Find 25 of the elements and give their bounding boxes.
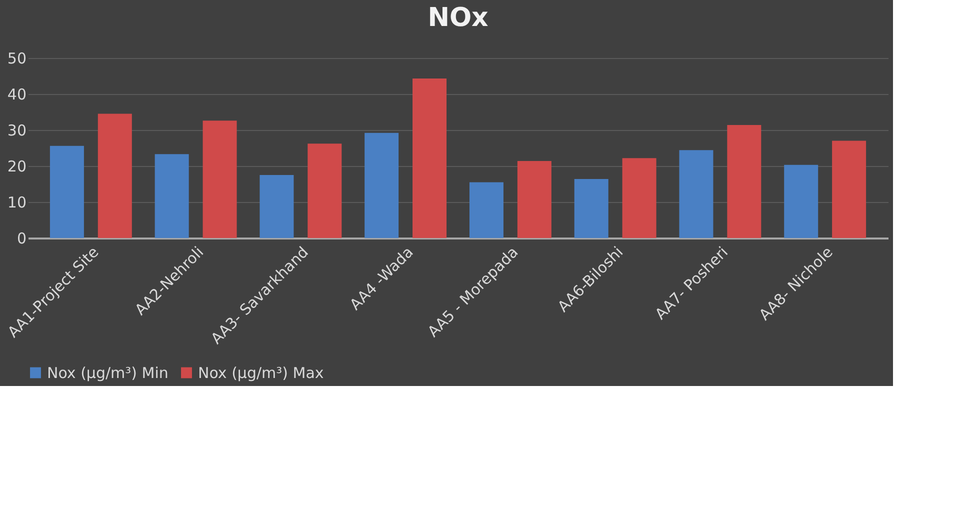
y-tick-label: 0 bbox=[16, 230, 26, 248]
bar bbox=[784, 164, 818, 238]
y-tick-label: 20 bbox=[7, 158, 26, 176]
legend-label: Nox (µg/m³) Min bbox=[47, 364, 168, 382]
bar bbox=[727, 124, 762, 238]
bar bbox=[202, 120, 237, 238]
chart-title: NOx bbox=[428, 3, 489, 33]
bar bbox=[622, 158, 656, 238]
bar bbox=[308, 144, 342, 238]
y-tick-label: 30 bbox=[7, 122, 26, 140]
bar bbox=[260, 175, 294, 238]
bar bbox=[50, 146, 84, 238]
bar bbox=[154, 154, 189, 238]
legend-label: Nox (µg/m³) Max bbox=[198, 364, 324, 382]
y-tick-label: 10 bbox=[7, 194, 26, 212]
bar bbox=[679, 150, 714, 238]
bar bbox=[98, 114, 132, 238]
y-tick-label: 40 bbox=[7, 86, 26, 104]
bar bbox=[832, 140, 866, 238]
bar bbox=[469, 182, 504, 238]
bar bbox=[412, 78, 447, 238]
bar bbox=[517, 160, 552, 238]
bar bbox=[574, 178, 608, 238]
y-tick-label: 50 bbox=[7, 50, 26, 68]
bar bbox=[364, 132, 399, 238]
